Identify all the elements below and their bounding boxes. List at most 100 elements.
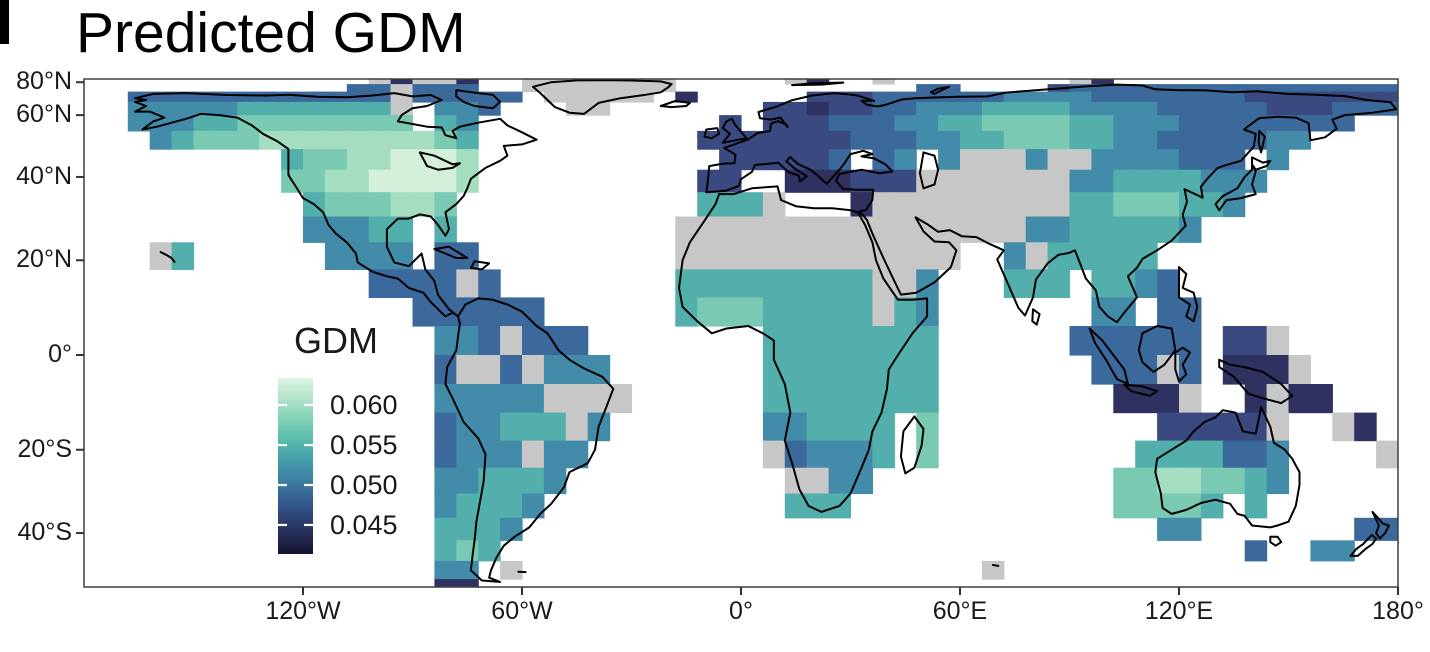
coastline-sumatra (1088, 327, 1129, 385)
gdm-raster-cell (434, 84, 457, 93)
gdm-raster-cell (872, 169, 895, 193)
gdm-raster-cell (171, 130, 195, 150)
gdm-raster-cell (324, 101, 348, 116)
gdm-raster-cell (1376, 91, 1398, 103)
gdm-raster-cell (434, 493, 457, 519)
map-layers (127, 79, 1398, 587)
gdm-raster-cell (806, 130, 830, 150)
gdm-raster-cell (762, 216, 786, 243)
gdm-raster-cell (1025, 101, 1049, 116)
gdm-raster-cell (500, 440, 523, 469)
gdm-raster-cell (543, 440, 567, 469)
gdm-raster-cell (828, 91, 852, 103)
gdm-raster-cell (500, 297, 523, 327)
gdm-raster-cell (1113, 216, 1136, 243)
gdm-raster-cell (1179, 355, 1202, 385)
x-axis-tick-label: 60°E (932, 597, 988, 625)
gdm-raster-cell (1157, 192, 1180, 218)
legend-value-label: 0.055 (330, 430, 398, 461)
gdm-raster-cell (346, 101, 370, 116)
gdm-raster-cell (1266, 149, 1290, 171)
gdm-raster-cell (1025, 115, 1049, 132)
gdm-raster-cell (1047, 149, 1071, 171)
gdm-raster-cell (960, 130, 983, 150)
gdm-raster-cell (1200, 192, 1224, 218)
gdm-raster-cell (894, 384, 917, 414)
gdm-raster-cell (1157, 149, 1180, 171)
gdm-raster-cell (193, 115, 216, 132)
gdm-raster-cell (762, 269, 786, 298)
gdm-raster-cell (1025, 242, 1049, 270)
gdm-raster-cell (1332, 540, 1355, 562)
gdm-raster-cell (828, 297, 852, 327)
gdm-raster-cell (1113, 84, 1136, 93)
gdm-raster-cell (1047, 192, 1071, 218)
gdm-raster-cell (1003, 192, 1027, 218)
gdm-raster-cell (675, 91, 698, 103)
gdm-raster-cell (828, 101, 852, 116)
gdm-raster-cell (346, 216, 370, 243)
gdm-raster-cell (1244, 326, 1268, 356)
gdm-raster-cell (1179, 169, 1202, 193)
gdm-raster-cell (171, 115, 195, 132)
gdm-raster-cell (1069, 91, 1092, 103)
gdm-raster-cell (522, 384, 545, 414)
coastline-sakhalin (1257, 129, 1266, 154)
gdm-raster-cell (697, 297, 720, 327)
gdm-raster-cell (390, 216, 414, 243)
gdm-raster-cell (522, 79, 545, 85)
gdm-raster-cell (784, 115, 808, 132)
gdm-raster-cell (850, 130, 873, 150)
gdm-raster-cell (894, 192, 917, 218)
gdm-raster-cell (478, 326, 501, 356)
gdm-raster-cell (1310, 115, 1333, 132)
gdm-raster-cell (916, 355, 939, 385)
gdm-raster-cell (762, 242, 786, 270)
gdm-raster-cell (1091, 101, 1114, 116)
gdm-raster-cell (1179, 326, 1202, 356)
gdm-raster-cell (894, 297, 917, 327)
gdm-raster-cell (719, 216, 742, 243)
gdm-raster-cell (390, 192, 414, 218)
gdm-raster-cell (1157, 115, 1180, 132)
gdm-raster-cell (1222, 115, 1246, 132)
gdm-raster-cell (741, 242, 764, 270)
gdm-raster-cell (1200, 149, 1224, 171)
gdm-raster-cell (303, 115, 326, 132)
gdm-raster-cell (1047, 130, 1071, 150)
gdm-raster-cell (806, 115, 830, 132)
gdm-raster-cell (784, 269, 808, 298)
gdm-raster-cell (522, 412, 545, 442)
gdm-raster-cell (259, 115, 282, 132)
gdm-raster-cell (434, 517, 457, 541)
gdm-raster-cell (1222, 91, 1246, 103)
gdm-raster-cell (1157, 84, 1180, 93)
gdm-raster-cell (1025, 216, 1049, 243)
gdm-raster-cell (456, 467, 479, 495)
gdm-raster-cell (1310, 84, 1333, 93)
gdm-raster-cell (1200, 115, 1224, 132)
gdm-raster-cell (1222, 84, 1246, 93)
gdm-raster-cell (1091, 84, 1114, 93)
gdm-raster-cell (412, 297, 435, 327)
gdm-raster-cell (806, 169, 830, 193)
gdm-raster-cell (806, 101, 830, 116)
gdm-raster-cell (412, 169, 435, 193)
gdm-raster-cell (850, 242, 873, 270)
x-axis-tick-label: 0° (729, 597, 753, 625)
gdm-raster-cell (1135, 269, 1158, 298)
gdm-raster-cell (1244, 493, 1268, 519)
gdm-raster-cell (1244, 467, 1268, 495)
figure-title: Predicted GDM (76, 1, 466, 65)
gdm-raster-cell (324, 130, 348, 150)
gdm-raster-cell (1135, 149, 1158, 171)
gdm-raster-cell (456, 91, 479, 103)
gdm-raster-cell (806, 384, 830, 414)
coastline-kerguelen (991, 564, 1000, 567)
gdm-raster-cell (1179, 493, 1202, 519)
gdm-raster-cell (237, 130, 260, 150)
gdm-raster-cell (1179, 467, 1202, 495)
gdm-raster-cell (697, 216, 720, 243)
gdm-raster-cell (806, 91, 830, 103)
gdm-raster-cell (456, 355, 479, 385)
